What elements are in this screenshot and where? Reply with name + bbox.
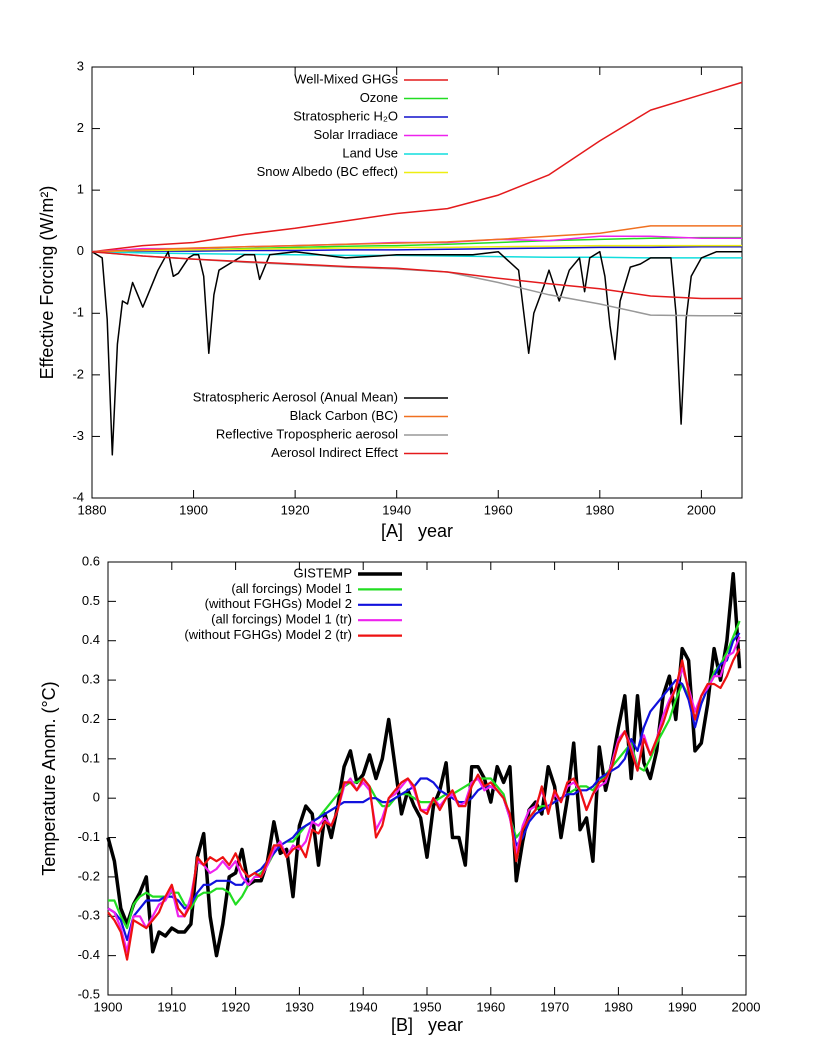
y-tick-label: 0.5 [82, 593, 100, 608]
legend-label: Solar Irradiace [313, 127, 398, 142]
legend-label: Stratospheric Aerosol (Anual Mean) [193, 389, 398, 404]
legend-label: Black Carbon (BC) [290, 408, 398, 423]
y-tick-label: 0.4 [82, 632, 100, 647]
y-tick-label: -0.2 [78, 868, 100, 883]
legend-label: Reflective Tropospheric aerosol [216, 426, 398, 441]
x-tick-label: 2000 [732, 999, 761, 1014]
legend-label: (all forcings) Model 1 [231, 581, 352, 596]
x-tick-label: 1960 [484, 502, 513, 517]
series-line [91, 81, 743, 253]
y-tick-label: -0.4 [78, 947, 100, 962]
series-line [107, 636, 741, 953]
x-tick-label: 1930 [285, 999, 314, 1014]
x-tick-label: 1900 [94, 999, 123, 1014]
legend-label: GISTEMP [293, 565, 352, 580]
y-axis-label: Effective Forcing (W/m²) [37, 186, 57, 380]
x-tick-label: 1980 [585, 502, 614, 517]
y-tick-label: -1 [72, 305, 84, 320]
y-tick-label: 0.3 [82, 672, 100, 687]
series-line [91, 250, 742, 259]
x-tick-label: 1920 [221, 999, 250, 1014]
x-tick-label: 1980 [604, 999, 633, 1014]
x-tick-label: 1910 [157, 999, 186, 1014]
y-tick-label: 0.1 [82, 750, 100, 765]
series-line [91, 250, 742, 300]
series-line [91, 246, 742, 253]
legend-label: Aerosol Indirect Effect [271, 445, 398, 460]
x-tick-label: 1950 [413, 999, 442, 1014]
y-tick-label: -0.5 [78, 986, 100, 1001]
x-tick-label: 1960 [476, 999, 505, 1014]
legend-label: Ozone [360, 90, 398, 105]
y-tick-label: 0 [93, 790, 100, 805]
y-tick-label: 1 [77, 182, 84, 197]
y-tick-label: 2 [77, 120, 84, 135]
x-axis-label: [B] year [391, 1015, 463, 1035]
y-tick-label: -0.3 [78, 908, 100, 923]
y-tick-label: 0.2 [82, 711, 100, 726]
series-line [91, 244, 742, 253]
legend-label: (all forcings) Model 1 (tr) [211, 612, 352, 627]
y-tick-label: 3 [77, 58, 84, 73]
legend-label: (without FGHGs) Model 2 [205, 596, 352, 611]
y-tick-label: -0.1 [78, 829, 100, 844]
series-line [91, 225, 742, 253]
y-axis-label: Temperature Anom. (°C) [39, 681, 59, 875]
y-tick-label: 0 [77, 243, 84, 258]
y-tick-label: 0.6 [82, 553, 100, 568]
x-tick-label: 1940 [349, 999, 378, 1014]
legend-label: Land Use [342, 145, 398, 160]
y-tick-label: -2 [72, 366, 84, 381]
y-tick-label: -3 [72, 428, 84, 443]
series-line [107, 632, 741, 942]
series-line [91, 250, 742, 456]
legend-label: (without FGHGs) Model 2 (tr) [184, 627, 352, 642]
x-tick-label: 1970 [540, 999, 569, 1014]
series-line [107, 648, 741, 961]
y-tick-label: -4 [72, 489, 84, 504]
legend-label: Well-Mixed GHGs [294, 71, 398, 86]
x-tick-label: 1920 [281, 502, 310, 517]
x-tick-label: 1940 [382, 502, 411, 517]
x-axis-label: [A] year [381, 521, 453, 541]
legend-label: Snow Albedo (BC effect) [257, 164, 398, 179]
x-tick-label: 2000 [687, 502, 716, 517]
legend-label: Stratospheric H₂O [293, 108, 398, 123]
x-tick-label: 1990 [668, 999, 697, 1014]
series-line [108, 620, 741, 930]
plot-frame [91, 66, 743, 499]
x-tick-label: 1880 [78, 502, 107, 517]
series-line [106, 572, 742, 958]
x-tick-label: 1900 [179, 502, 208, 517]
